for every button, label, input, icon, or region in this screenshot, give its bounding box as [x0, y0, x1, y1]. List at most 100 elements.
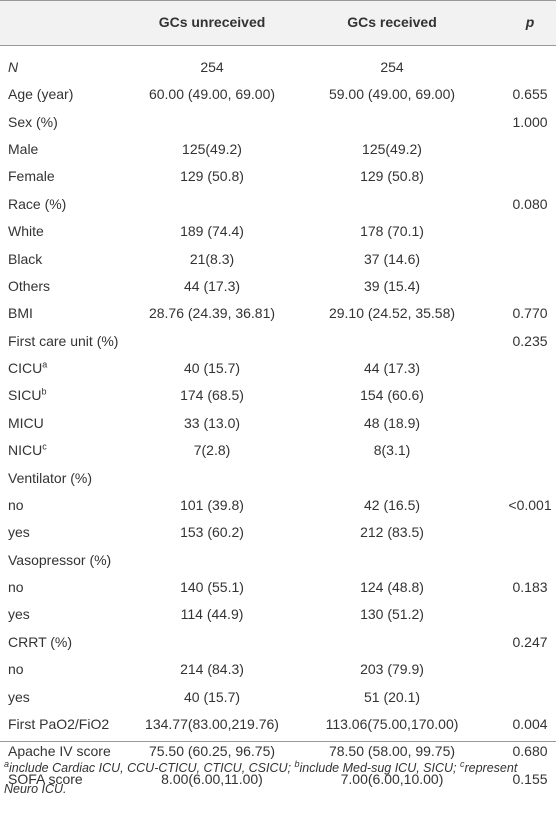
cell-value: 113.06(75.00,170.00) [325, 715, 459, 732]
row-label: Apache IV score [8, 742, 111, 760]
label-text: SOFA score [8, 770, 83, 787]
row-label: CICUa [8, 359, 47, 377]
label-text: N [8, 59, 19, 75]
p-value: 0.080 [512, 195, 548, 212]
p-value: 0.655 [512, 86, 548, 103]
cell-value: 21(8.3) [189, 250, 235, 267]
row-label: Vasopressor (%) [8, 551, 111, 569]
cell-value: 33 (13.0) [183, 414, 241, 431]
label-text: Vasopressor (%) [8, 551, 112, 568]
cell-value: 153 (60.2) [180, 524, 244, 541]
header-row [0, 0, 556, 45]
label-text: SICU [8, 387, 42, 404]
footnote: ainclude Cardiac ICU, CCU-CTICU, CTICU, … [4, 758, 552, 800]
label-text: First PaO2/FiO2 [8, 715, 110, 732]
row-label: First care unit (%) [8, 332, 118, 350]
row-label: no [8, 660, 24, 678]
row-label: yes [8, 523, 30, 541]
column-header: p [525, 14, 535, 30]
cell-value: 130 (51.2) [360, 606, 424, 623]
cell-value: 39 (15.4) [363, 277, 421, 294]
cell-value: 78.50 (58.00, 99.75) [328, 743, 456, 760]
cell-value: 203 (79.9) [360, 661, 424, 678]
footnote-text: include Med-sug ICU, SICU; [299, 761, 460, 775]
label-text: Male [8, 141, 39, 158]
label-text: MICU [8, 414, 44, 431]
cell-value: 212 (83.5) [360, 524, 424, 541]
label-text: Age (year) [8, 86, 74, 103]
row-label: BMI [8, 304, 33, 322]
row-label: Black [8, 250, 42, 268]
cell-value: 129 (50.8) [360, 168, 424, 185]
superscript: a [4, 758, 10, 769]
label-text: yes [8, 688, 30, 705]
superscript: a [42, 359, 48, 370]
cell-value: 59.00 (49.00, 69.00) [328, 86, 456, 103]
cell-value: 101 (39.8) [180, 496, 244, 513]
label-text: Others [8, 277, 51, 294]
cell-value: 44 (17.3) [183, 277, 241, 294]
rule [0, 741, 556, 742]
cell-value: 7.00(6.00,10.00) [340, 770, 444, 787]
cell-value: 134.77(83.00,219.76) [145, 715, 279, 732]
row-label: Race (%) [8, 195, 66, 213]
row-label: First PaO2/FiO2 [8, 715, 109, 733]
row-label: Male [8, 140, 38, 158]
label-text: yes [8, 606, 30, 623]
cell-value: 42 (16.5) [363, 496, 421, 513]
cell-value: 8(3.1) [373, 442, 411, 459]
superscript: b [294, 758, 300, 769]
p-value: 0.004 [512, 715, 548, 732]
row-label: CRRT (%) [8, 633, 72, 651]
label-text: yes [8, 524, 30, 541]
label-text: White [8, 223, 44, 240]
cell-value: 124 (48.8) [360, 579, 424, 596]
label-text: Apache IV score [8, 743, 111, 760]
p-value: 1.000 [512, 113, 548, 130]
label-text: no [8, 496, 24, 513]
label-text: Race (%) [8, 195, 67, 212]
label-text: CICU [8, 360, 43, 377]
row-label: SOFA score [8, 770, 83, 788]
cell-value: 214 (84.3) [180, 661, 244, 678]
row-label: N [8, 58, 18, 76]
p-value: <0.001 [508, 496, 552, 513]
label-text: CRRT (%) [8, 633, 73, 650]
label-text: Sex (%) [8, 113, 58, 130]
label-text: BMI [8, 305, 33, 322]
cell-value: 29.10 (24.52, 35.58) [328, 305, 456, 322]
label-text: no [8, 579, 24, 596]
row-label: Age (year) [8, 85, 73, 103]
cell-value: 7(2.8) [193, 442, 231, 459]
label-text: NICU [8, 442, 43, 459]
row-label: yes [8, 688, 30, 706]
rule [0, 0, 556, 1]
footnote-text: represent Neuro ICU. [4, 761, 518, 796]
cell-value: 254 [380, 59, 404, 75]
label-text: First care unit (%) [8, 332, 119, 349]
superscript: c [42, 441, 47, 452]
cell-value: 154 (60.6) [360, 387, 424, 404]
cell-value: 40 (15.7) [183, 360, 241, 377]
p-value: 0.770 [512, 305, 548, 322]
cell-value: 51 (20.1) [363, 688, 421, 705]
superscript: c [459, 758, 465, 769]
cell-value: 254 [200, 59, 224, 75]
cell-value: 174 (68.5) [180, 387, 244, 404]
cell-value: 28.76 (24.39, 36.81) [148, 305, 276, 322]
row-label: MICU [8, 414, 44, 432]
rule [0, 45, 556, 46]
p-value: 0.155 [512, 770, 548, 787]
p-value: 0.247 [512, 633, 548, 650]
row-label: White [8, 222, 44, 240]
label-text: no [8, 661, 24, 678]
row-label: SICUb [8, 386, 46, 404]
column-header: GCs unreceived [158, 14, 266, 30]
cell-value: 125(49.2) [182, 141, 242, 158]
row-label: yes [8, 605, 30, 623]
cell-value: 125(49.2) [362, 141, 422, 158]
cell-value: 178 (70.1) [360, 223, 424, 240]
column-header: GCs received [347, 14, 437, 30]
cell-value: 37 (14.6) [363, 250, 421, 267]
